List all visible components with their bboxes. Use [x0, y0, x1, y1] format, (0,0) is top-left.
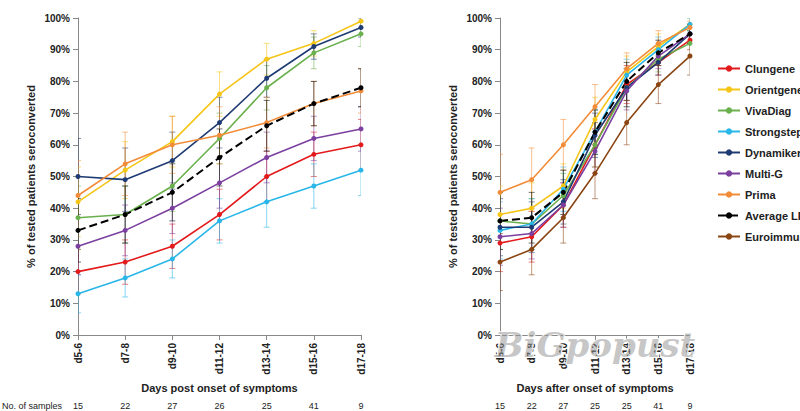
svg-text:30%: 30% — [50, 234, 70, 245]
svg-text:Prima: Prima — [745, 189, 776, 201]
svg-text:15: 15 — [73, 401, 83, 411]
svg-text:0%: 0% — [478, 330, 493, 341]
svg-text:d7-8: d7-8 — [120, 343, 131, 364]
svg-text:80%: 80% — [472, 76, 492, 87]
svg-text:10%: 10% — [472, 298, 492, 309]
svg-text:25: 25 — [622, 401, 632, 411]
svg-text:Orientgene: Orientgene — [745, 84, 800, 96]
svg-text:15: 15 — [495, 401, 505, 411]
svg-text:0%: 0% — [56, 330, 71, 341]
svg-text:100%: 100% — [44, 13, 70, 24]
svg-text:d11-12: d11-12 — [214, 343, 225, 375]
svg-text:20%: 20% — [50, 266, 70, 277]
svg-text:d5-6: d5-6 — [73, 343, 84, 364]
svg-text:70%: 70% — [50, 108, 70, 119]
svg-text:d17-18: d17-18 — [356, 343, 367, 375]
svg-text:Days post onset of symptoms: Days post onset of symptoms — [141, 382, 297, 394]
svg-text:30%: 30% — [472, 234, 492, 245]
svg-text:22: 22 — [527, 401, 537, 411]
svg-text:No. of samples: No. of samples — [2, 401, 63, 411]
svg-text:20%: 20% — [472, 266, 492, 277]
svg-text:Euroimmun: Euroimmun — [745, 231, 800, 243]
svg-text:80%: 80% — [50, 76, 70, 87]
svg-text:10%: 10% — [50, 298, 70, 309]
svg-text:40%: 40% — [472, 203, 492, 214]
svg-text:% of tested patients seroconve: % of tested patients seroconverted — [25, 85, 37, 268]
svg-text:25: 25 — [590, 401, 600, 411]
svg-text:100%: 100% — [466, 13, 492, 24]
svg-text:90%: 90% — [50, 44, 70, 55]
svg-text:70%: 70% — [472, 108, 492, 119]
svg-text:Clungene: Clungene — [745, 63, 795, 75]
svg-text:25: 25 — [262, 401, 272, 411]
svg-text:d15-16: d15-16 — [308, 343, 319, 375]
svg-text:% of tested patients seroconve: % of tested patients seroconverted — [447, 85, 459, 268]
svg-text:d9-10: d9-10 — [167, 343, 178, 370]
svg-text:22: 22 — [120, 401, 130, 411]
svg-text:90%: 90% — [472, 44, 492, 55]
svg-text:40%: 40% — [50, 203, 70, 214]
svg-text:Multi-G: Multi-G — [745, 168, 783, 180]
svg-text:60%: 60% — [50, 139, 70, 150]
svg-text:BiGpopust: BiGpopust — [494, 325, 696, 365]
svg-text:d13-14: d13-14 — [261, 343, 272, 375]
svg-text:26: 26 — [214, 401, 224, 411]
svg-text:41: 41 — [653, 401, 663, 411]
svg-text:50%: 50% — [472, 171, 492, 182]
svg-text:Dynamiker: Dynamiker — [745, 147, 800, 159]
svg-text:50%: 50% — [50, 171, 70, 182]
svg-text:9: 9 — [358, 401, 363, 411]
svg-text:Days after onset of symptoms: Days after onset of symptoms — [516, 382, 673, 394]
svg-text:9: 9 — [687, 401, 692, 411]
svg-text:Strongstep: Strongstep — [745, 126, 800, 138]
svg-text:Average LFA: Average LFA — [745, 210, 800, 222]
svg-text:41: 41 — [309, 401, 319, 411]
svg-text:27: 27 — [558, 401, 568, 411]
svg-text:60%: 60% — [472, 139, 492, 150]
svg-text:27: 27 — [167, 401, 177, 411]
svg-text:VivaDiag: VivaDiag — [745, 105, 791, 117]
